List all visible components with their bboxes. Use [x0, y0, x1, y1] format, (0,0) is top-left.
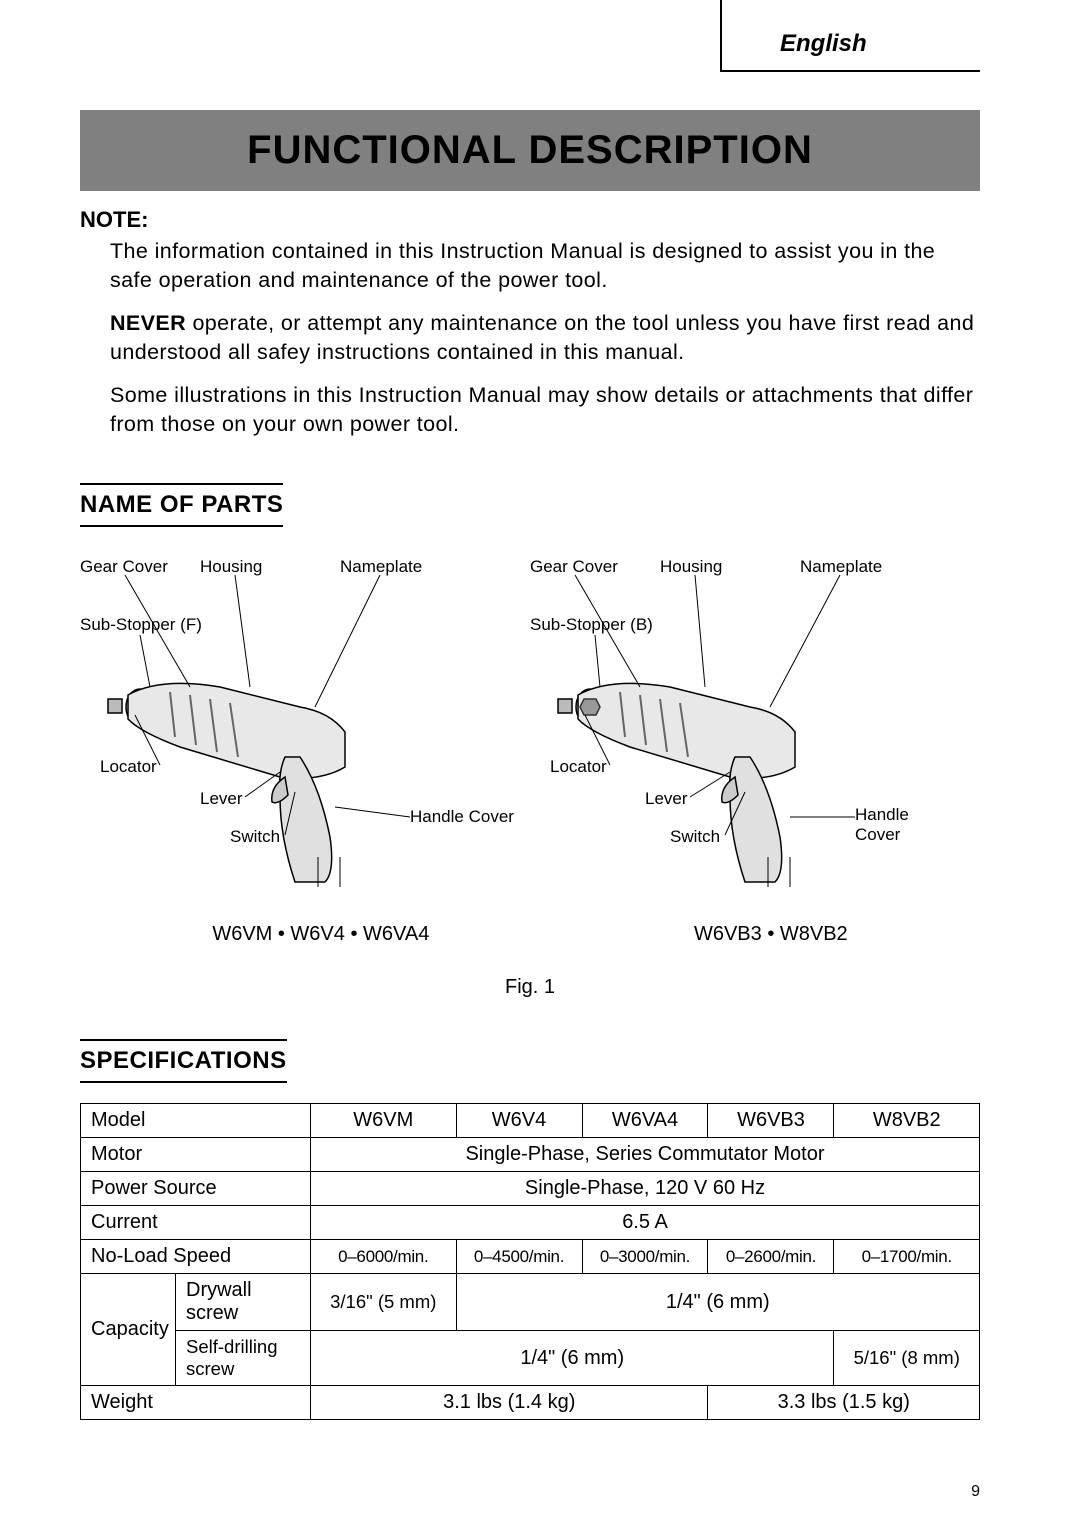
section-rule-bottom-2	[80, 1081, 287, 1083]
table-row: Capacity Drywall screw 3/16" (5 mm) 1/4"…	[81, 1274, 980, 1331]
spec-label-motor: Motor	[81, 1138, 311, 1172]
models-right: W6VB3 • W8VB2	[694, 923, 848, 946]
section-heading-parts: NAME OF PARTS	[80, 485, 283, 525]
page-number: 9	[971, 1483, 980, 1501]
section-rule-bottom	[80, 525, 283, 527]
spec-power-value: Single-Phase, 120 V 60 Hz	[311, 1172, 980, 1206]
spec-model-3: W6VB3	[708, 1104, 834, 1138]
table-row: Self-drilling screw 1/4" (6 mm) 5/16" (8…	[81, 1331, 980, 1386]
diagram-svg	[80, 557, 980, 917]
spec-label-weight: Weight	[81, 1386, 311, 1420]
note-heading: NOTE:	[80, 207, 980, 233]
spec-drywall-rest: 1/4" (6 mm)	[456, 1274, 979, 1331]
spec-drywall-0: 3/16" (5 mm)	[311, 1274, 457, 1331]
spec-speed-4: 0–1700/min.	[834, 1240, 980, 1274]
table-row: No-Load Speed 0–6000/min. 0–4500/min. 0–…	[81, 1240, 980, 1274]
note-paragraph-3: Some illustrations in this Instruction M…	[110, 381, 980, 439]
section-name-of-parts: NAME OF PARTS	[80, 483, 283, 527]
spec-model-2: W6VA4	[582, 1104, 708, 1138]
spec-label-current: Current	[81, 1206, 311, 1240]
never-word: NEVER	[110, 311, 186, 335]
spec-current-value: 6.5 A	[311, 1206, 980, 1240]
section-specifications: SPECIFICATIONS	[80, 1039, 287, 1083]
note-body: The information contained in this Instru…	[110, 237, 980, 439]
spec-label-speed: No-Load Speed	[81, 1240, 311, 1274]
spec-selfdrill-0: 1/4" (6 mm)	[311, 1331, 834, 1386]
section-heading-specs: SPECIFICATIONS	[80, 1041, 287, 1081]
header-divider-vertical	[720, 0, 722, 70]
note-p2-rest: operate, or attempt any maintenance on t…	[110, 311, 974, 364]
spec-speed-0: 0–6000/min.	[311, 1240, 457, 1274]
table-row: Current 6.5 A	[81, 1206, 980, 1240]
table-row: Weight 3.1 lbs (1.4 kg) 3.3 lbs (1.5 kg)	[81, 1386, 980, 1420]
models-left: W6VM • W6V4 • W6VA4	[212, 923, 429, 946]
title-banner: FUNCTIONAL DESCRIPTION	[80, 110, 980, 191]
table-row: Motor Single-Phase, Series Commutator Mo…	[81, 1138, 980, 1172]
spec-model-4: W8VB2	[834, 1104, 980, 1138]
table-row: Model W6VM W6V4 W6VA4 W6VB3 W8VB2	[81, 1104, 980, 1138]
model-row: W6VM • W6V4 • W6VA4 W6VB3 • W8VB2	[80, 923, 980, 946]
spec-model-0: W6VM	[311, 1104, 457, 1138]
note-paragraph-1: The information contained in this Instru…	[110, 237, 980, 295]
specifications-table: Model W6VM W6V4 W6VA4 W6VB3 W8VB2 Motor …	[80, 1103, 980, 1420]
spec-speed-1: 0–4500/min.	[456, 1240, 582, 1274]
spec-label-selfdrill: Self-drilling screw	[176, 1331, 311, 1386]
spec-model-1: W6V4	[456, 1104, 582, 1138]
spec-label-power: Power Source	[81, 1172, 311, 1206]
spec-speed-2: 0–3000/min.	[582, 1240, 708, 1274]
spec-label-drywall: Drywall screw	[176, 1274, 311, 1331]
spec-weight-0: 3.1 lbs (1.4 kg)	[311, 1386, 708, 1420]
spec-label-model: Model	[81, 1104, 311, 1138]
note-paragraph-2: NEVER operate, or attempt any maintenanc…	[110, 309, 980, 367]
spec-speed-3: 0–2600/min.	[708, 1240, 834, 1274]
language-label: English	[780, 30, 867, 58]
spec-label-capacity: Capacity	[81, 1274, 176, 1386]
spec-motor-value: Single-Phase, Series Commutator Motor	[311, 1138, 980, 1172]
spec-selfdrill-4: 5/16" (8 mm)	[834, 1331, 980, 1386]
figure-caption: Fig. 1	[80, 976, 980, 999]
page-title: FUNCTIONAL DESCRIPTION	[247, 128, 813, 172]
parts-diagram: Gear Cover Housing Nameplate Sub-Stopper…	[80, 557, 980, 917]
spec-weight-1: 3.3 lbs (1.5 kg)	[708, 1386, 980, 1420]
table-row: Power Source Single-Phase, 120 V 60 Hz	[81, 1172, 980, 1206]
header-divider-horizontal	[720, 70, 980, 72]
